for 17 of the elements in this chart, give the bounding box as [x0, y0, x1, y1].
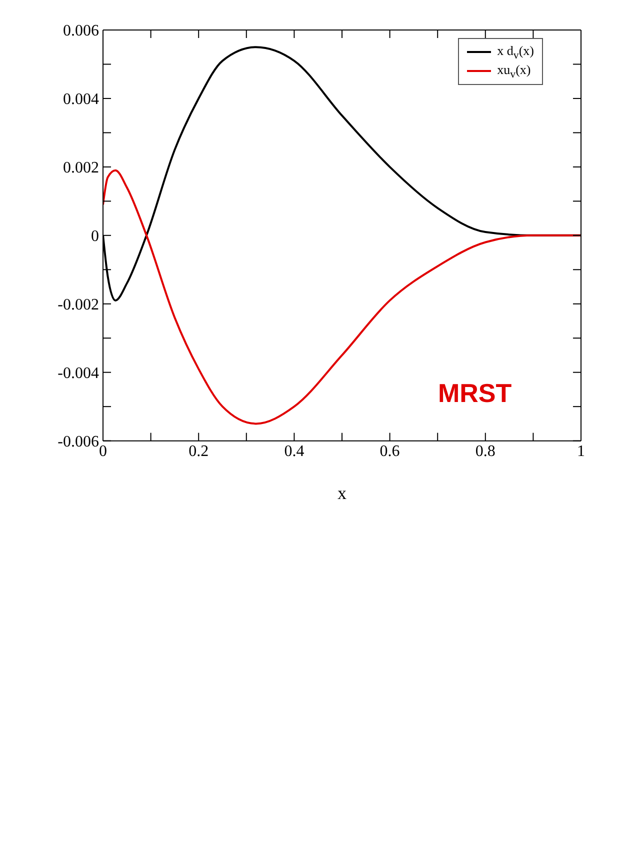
annotation: MRST [438, 378, 512, 409]
y-tick-label: -0.004 [58, 365, 99, 382]
y-tick-label: -0.006 [58, 433, 99, 450]
y-tick-label: -0.002 [58, 296, 99, 314]
legend-label: xu$_{v}$(x) [497, 62, 531, 80]
x-tick-label: 0.4 [284, 443, 304, 460]
y-tick-label: 0.006 [63, 22, 99, 40]
x-tick-label: 1 [577, 443, 585, 460]
x-axis-title: x [338, 482, 346, 503]
x-tick-label: 0.8 [475, 443, 496, 460]
x-tick-label: 0.2 [188, 443, 209, 460]
y-tick-label: 0 [91, 228, 99, 246]
y-tick-label: 0.002 [63, 160, 99, 177]
x-tick-label: 0.6 [380, 443, 400, 460]
y-tick-label: 0.004 [63, 91, 99, 108]
line-series [103, 169, 581, 425]
legend-label: x d$_{v}$(x) [497, 43, 534, 62]
